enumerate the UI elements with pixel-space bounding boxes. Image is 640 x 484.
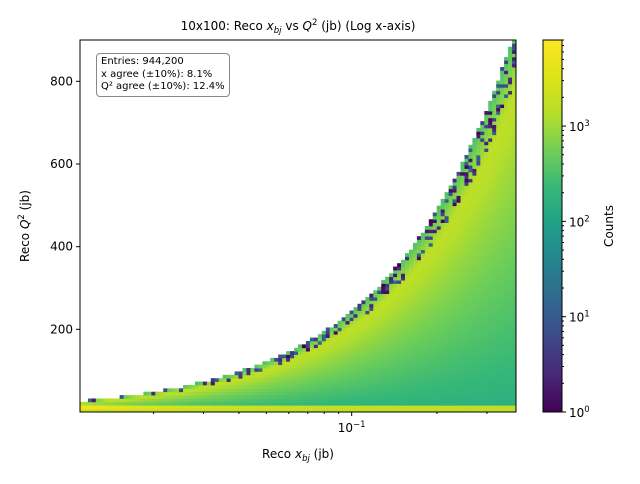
y-tick-label: 400	[50, 240, 73, 254]
stats-x-agree: x agree (±10%): 8.1%	[101, 68, 213, 80]
y-axis-label: Reco Q2 (jb)	[17, 190, 32, 262]
colorbar-tick-label: 100	[569, 405, 590, 420]
stats-entries: Entries: 944,200	[101, 56, 184, 67]
y-tick-label: 800	[50, 74, 73, 88]
colorbar-tick-label: 101	[569, 310, 590, 325]
heatmap-bins	[80, 40, 517, 413]
colorbar-tick-label: 102	[569, 214, 590, 229]
plot-frame	[79, 39, 517, 413]
y-axis-ticks: 200 400 600 800	[50, 74, 80, 336]
x-axis-label: Reco xbj (jb)	[262, 447, 334, 464]
colorbar-gradient	[543, 40, 562, 412]
y-tick-label: 600	[50, 157, 73, 171]
y-tick-label: 200	[50, 322, 73, 336]
x-tick-label: 10−1	[338, 420, 366, 435]
chart-title: 10x100: Reco xbj vs Q2 (jb) (Log x-axis)	[181, 18, 416, 36]
colorbar-ticks: 100 101 102 103	[562, 39, 590, 420]
colorbar-label: Counts	[602, 205, 616, 247]
x-axis-ticks: 10−1	[153, 412, 488, 435]
colorbar: 100 101 102 103 Counts	[542, 39, 616, 420]
stats-q2-agree: Q² agree (±10%): 12.4%	[101, 81, 225, 92]
colorbar-tick-label: 103	[569, 119, 590, 134]
stats-box: Entries: 944,200 x agree (±10%): 8.1% Q²…	[96, 53, 230, 97]
